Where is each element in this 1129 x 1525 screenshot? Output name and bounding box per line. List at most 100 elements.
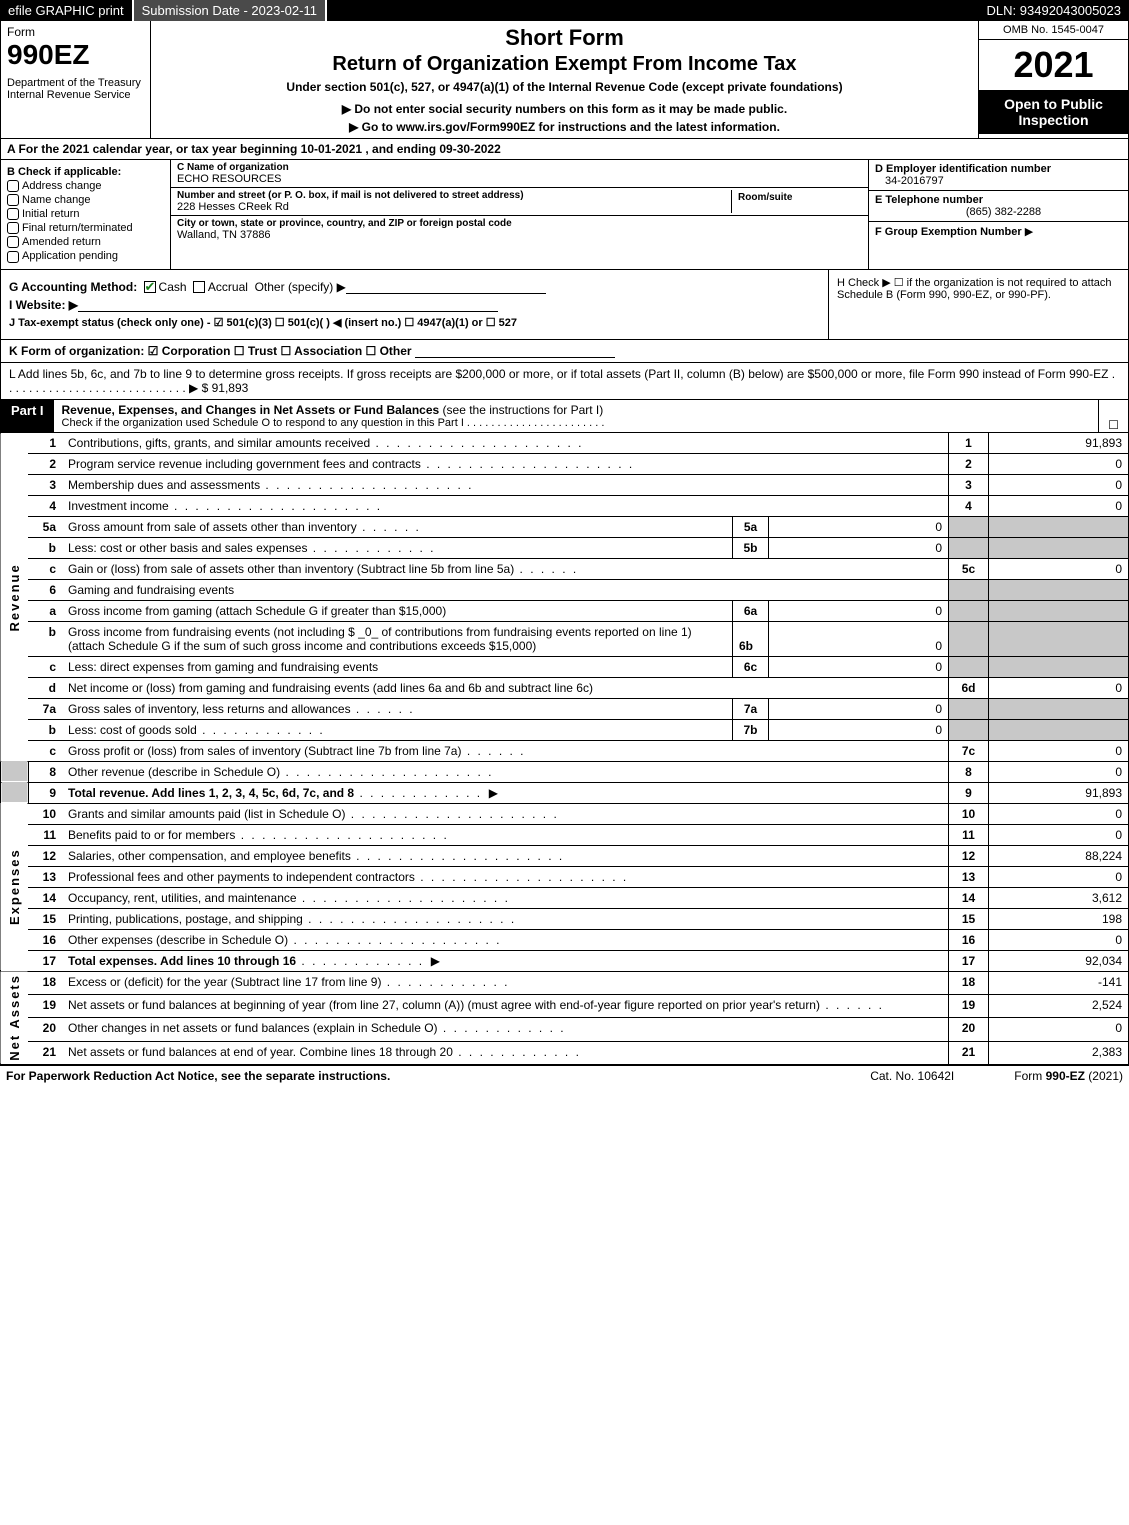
- line-9: 9Total revenue. Add lines 1, 2, 3, 4, 5c…: [1, 782, 1129, 803]
- line-6b: bGross income from fundraising events (n…: [1, 621, 1129, 656]
- c-city-value: Walland, TN 37886: [177, 229, 862, 241]
- do-not-note: ▶ Do not enter social security numbers o…: [159, 102, 970, 116]
- line-5c: cGain or (loss) from sale of assets othe…: [1, 558, 1129, 579]
- return-title: Return of Organization Exempt From Incom…: [159, 53, 970, 76]
- title-block: Form 990EZ Department of the Treasury In…: [0, 21, 1129, 139]
- dept-text: Department of the Treasury Internal Reve…: [7, 77, 144, 101]
- line-7a: 7aGross sales of inventory, less returns…: [1, 698, 1129, 719]
- omb-number: OMB No. 1545-0047: [979, 21, 1128, 40]
- part-i-checkbox[interactable]: ☐: [1098, 400, 1128, 432]
- line-8: 8Other revenue (describe in Schedule O)8…: [1, 761, 1129, 782]
- under-section: Under section 501(c), 527, or 4947(a)(1)…: [159, 80, 970, 94]
- line-6d: dNet income or (loss) from gaming and fu…: [1, 677, 1129, 698]
- line-2: 2Program service revenue including gover…: [1, 453, 1129, 474]
- line-1: Revenue 1Contributions, gifts, grants, a…: [1, 433, 1129, 454]
- line-13: 13Professional fees and other payments t…: [1, 866, 1129, 887]
- website-field[interactable]: [78, 298, 498, 312]
- open-inspection: Open to Public Inspection: [979, 90, 1128, 134]
- short-form: Short Form: [159, 25, 970, 51]
- footer-right: Form 990-EZ (2021): [1014, 1069, 1123, 1083]
- bcdef-block: B Check if applicable: Address change Na…: [0, 160, 1129, 270]
- row-l: L Add lines 5b, 6c, and 7b to line 9 to …: [0, 363, 1129, 400]
- g-prefix: G Accounting Method:: [9, 280, 137, 294]
- line-15: 15Printing, publications, postage, and s…: [1, 908, 1129, 929]
- c-city-label: City or town, state or province, country…: [177, 218, 862, 229]
- c-street-label: Number and street (or P. O. box, if mail…: [177, 190, 731, 201]
- row-a: A For the 2021 calendar year, or tax yea…: [0, 139, 1129, 160]
- title-center: Short Form Return of Organization Exempt…: [151, 21, 978, 138]
- part-i-header: Part I Revenue, Expenses, and Changes in…: [0, 400, 1129, 433]
- header-bar: efile GRAPHIC print Submission Date - 20…: [0, 0, 1129, 21]
- footer-left: For Paperwork Reduction Act Notice, see …: [6, 1069, 390, 1083]
- row-j: J Tax-exempt status (check only one) - ☑…: [9, 316, 820, 329]
- chk-amended-return[interactable]: Amended return: [7, 236, 164, 248]
- line-6: 6Gaming and fundraising events: [1, 579, 1129, 600]
- c-street-value: 228 Hesses CReek Rd: [177, 201, 731, 213]
- i-text: I Website: ▶: [9, 298, 78, 312]
- arrow-icon: ▶: [431, 954, 440, 968]
- line-12: 12Salaries, other compensation, and empl…: [1, 845, 1129, 866]
- line-11: 11Benefits paid to or for members110: [1, 824, 1129, 845]
- vlabel-netassets: Net Assets: [1, 971, 29, 1065]
- col-def: D Employer identification number 34-2016…: [868, 160, 1128, 269]
- l-value: $ 91,893: [202, 381, 249, 395]
- row-a-text: A For the 2021 calendar year, or tax yea…: [7, 142, 501, 156]
- c-name-cell: C Name of organization ECHO RESOURCES: [171, 160, 868, 188]
- part-i-label: Part I: [1, 400, 54, 432]
- g-other-field[interactable]: [346, 280, 546, 294]
- line-18: Net Assets 18Excess or (deficit) for the…: [1, 971, 1129, 994]
- ghij-block: G Accounting Method: Cash Accrual Other …: [0, 270, 1129, 340]
- gij-left: G Accounting Method: Cash Accrual Other …: [1, 270, 828, 339]
- line-21: 21Net assets or fund balances at end of …: [1, 1041, 1129, 1064]
- form-id-cell: Form 990EZ Department of the Treasury In…: [1, 21, 151, 138]
- line-20: 20Other changes in net assets or fund ba…: [1, 1018, 1129, 1041]
- form-number: 990EZ: [7, 39, 144, 71]
- row-g: G Accounting Method: Cash Accrual Other …: [9, 280, 820, 294]
- chk-name-change[interactable]: Name change: [7, 194, 164, 206]
- k-other-field[interactable]: [415, 344, 615, 358]
- b-label: B Check if applicable:: [7, 166, 164, 178]
- line-19: 19Net assets or fund balances at beginni…: [1, 994, 1129, 1017]
- e-label: E Telephone number: [875, 194, 1122, 206]
- c-name-label: C Name of organization: [177, 162, 862, 173]
- d-value: 34-2016797: [875, 175, 1122, 187]
- line-7b: bLess: cost of goods sold7b0: [1, 719, 1129, 740]
- chk-address-change[interactable]: Address change: [7, 180, 164, 192]
- line-4: 4Investment income40: [1, 495, 1129, 516]
- chk-application-pending[interactable]: Application pending: [7, 250, 164, 262]
- submission-date: Submission Date - 2023-02-11: [134, 0, 327, 21]
- g-other: Other (specify) ▶: [255, 280, 346, 294]
- chk-initial-return[interactable]: Initial return: [7, 208, 164, 220]
- c-city-cell: City or town, state or province, country…: [171, 216, 868, 243]
- f-arrow-icon: ▶: [1025, 226, 1033, 238]
- c-name-value: ECHO RESOURCES: [177, 173, 862, 185]
- footer: For Paperwork Reduction Act Notice, see …: [0, 1065, 1129, 1086]
- e-value: (865) 382-2288: [875, 206, 1122, 218]
- efile-print[interactable]: efile GRAPHIC print: [0, 0, 134, 21]
- row-i: I Website: ▶: [9, 298, 820, 312]
- row-k: K Form of organization: ☑ Corporation ☐ …: [0, 340, 1129, 363]
- line-6c: cLess: direct expenses from gaming and f…: [1, 656, 1129, 677]
- lines-table: Revenue 1Contributions, gifts, grants, a…: [0, 433, 1129, 1066]
- arrow-icon: ▶: [489, 786, 498, 800]
- footer-mid: Cat. No. 10642I: [870, 1069, 954, 1083]
- j-text: J Tax-exempt status (check only one) - ☑…: [9, 317, 517, 329]
- line-6a: aGross income from gaming (attach Schedu…: [1, 600, 1129, 621]
- e-cell: E Telephone number (865) 382-2288: [869, 191, 1128, 222]
- vlabel-revenue: Revenue: [1, 433, 29, 762]
- goto-link[interactable]: ▶ Go to www.irs.gov/Form990EZ for instru…: [159, 120, 970, 134]
- chk-cash[interactable]: [144, 281, 156, 293]
- line-5b: bLess: cost or other basis and sales exp…: [1, 537, 1129, 558]
- k-text: K Form of organization: ☑ Corporation ☐ …: [9, 344, 412, 358]
- line-3: 3Membership dues and assessments30: [1, 474, 1129, 495]
- c-street-row: Number and street (or P. O. box, if mail…: [171, 188, 868, 216]
- h-text: H Check ▶ ☐ if the organization is not r…: [837, 277, 1112, 301]
- dln: DLN: 93492043005023: [979, 0, 1129, 21]
- chk-final-return[interactable]: Final return/terminated: [7, 222, 164, 234]
- chk-accrual[interactable]: [193, 281, 205, 293]
- l-text: L Add lines 5b, 6c, and 7b to line 9 to …: [9, 367, 1115, 395]
- tax-year: 2021: [979, 40, 1128, 90]
- line-5a: 5aGross amount from sale of assets other…: [1, 516, 1129, 537]
- d-cell: D Employer identification number 34-2016…: [869, 160, 1128, 191]
- line-14: 14Occupancy, rent, utilities, and mainte…: [1, 887, 1129, 908]
